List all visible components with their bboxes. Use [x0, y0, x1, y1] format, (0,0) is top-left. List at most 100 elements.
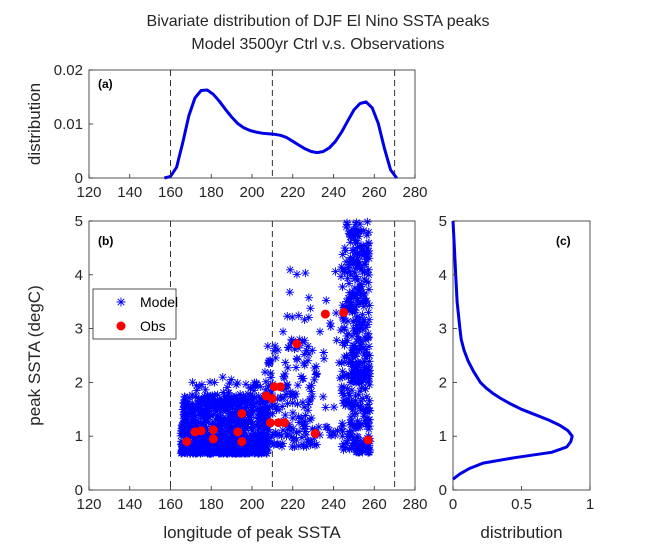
model-point-900: [231, 396, 241, 405]
model-point-818: [189, 409, 199, 419]
model-point-1267: [355, 339, 365, 349]
model-point-1371: [364, 441, 374, 451]
model-point-1299: [357, 321, 366, 330]
model-point-1066: [267, 432, 277, 442]
model-point-473: [216, 430, 226, 439]
model-point-1510: [363, 268, 372, 277]
panel-b-xtick-label-4: 200: [239, 496, 264, 513]
model-point-1313: [343, 274, 352, 283]
model-point-1304: [362, 230, 372, 240]
model-point-1415: [345, 445, 354, 454]
model-point-865: [240, 397, 249, 406]
model-point-1111: [288, 413, 297, 423]
model-point-879: [182, 446, 192, 455]
model-point-756: [214, 447, 223, 456]
model-point-1522: [346, 253, 355, 262]
model-point-1034: [280, 369, 290, 379]
model-point-938: [208, 391, 217, 400]
model-point-1232: [365, 396, 374, 405]
model-point-1120: [301, 430, 311, 440]
model-point-704: [255, 444, 264, 454]
obs-point-7: [237, 409, 247, 419]
panel-c-density: 0 0.5 1 0 1 2 3 4 5 (c) distribution: [439, 213, 595, 542]
model-point-1355: [364, 285, 374, 294]
model-point-1175: [286, 426, 296, 436]
panel-c-xtick-label-2: 1: [586, 496, 594, 513]
model-point-966: [266, 373, 276, 382]
panel-b-scatter: 120 140 160 180 200 220 240 260 280 0 1 2 3 4 5 (b) long…: [25, 213, 428, 542]
model-point-1505: [347, 292, 357, 301]
model-point-1141: [288, 398, 297, 408]
model-point-988: [298, 398, 308, 407]
model-point-1167: [285, 287, 294, 297]
model-point-1142: [285, 265, 295, 275]
model-point-1116: [308, 424, 317, 434]
model-point-883: [250, 432, 259, 441]
model-point-1617: [364, 342, 374, 351]
panel-c-ytick-label-3: 3: [439, 321, 447, 338]
model-point-859: [225, 446, 235, 456]
model-point-1395: [356, 226, 366, 236]
model-point-973: [261, 385, 270, 395]
model-point-1333: [348, 405, 357, 415]
model-point-1010: [301, 411, 310, 420]
model-point-1026: [300, 360, 309, 370]
panel-a-ytick-label-2: 0.02: [54, 62, 83, 79]
panel-a-axes-box: [88, 69, 416, 179]
legend-obs-label: Obs: [140, 318, 166, 334]
model-point-950: [217, 396, 226, 406]
model-point-1135: [314, 422, 323, 432]
model-point-1288: [339, 316, 349, 326]
obs-point-15: [292, 339, 302, 349]
model-point-715: [199, 442, 209, 452]
model-point-1544: [351, 219, 360, 229]
model-point-1586: [355, 262, 364, 272]
model-point-193: [196, 411, 206, 420]
model-point-1542: [361, 345, 371, 354]
model-point-1016: [285, 422, 294, 431]
model-point-1043: [273, 345, 283, 355]
model-point-1560: [350, 283, 360, 293]
obs-point-16: [310, 429, 320, 439]
model-point-1082: [304, 349, 314, 359]
model-point-1456: [352, 300, 361, 309]
model-point-1535: [361, 369, 370, 379]
panel-b-ytick-label-0: 0: [75, 482, 83, 499]
model-point-735: [176, 449, 186, 458]
model-point-1118: [274, 405, 284, 414]
model-point-1140: [305, 394, 315, 404]
panel-a-xtick-label-7: 260: [362, 184, 387, 201]
model-point-993: [279, 393, 288, 402]
model-point-1345: [338, 300, 347, 310]
model-point-1555: [351, 352, 361, 361]
model-point-958: [207, 396, 216, 405]
model-point-877: [230, 445, 239, 455]
model-point-599: [199, 434, 209, 443]
model-point-582: [197, 435, 207, 444]
model-point-829: [188, 423, 197, 432]
model-point-1619: [352, 312, 362, 321]
obs-point-0: [182, 437, 192, 447]
model-point-1091: [308, 346, 317, 355]
model-point-611: [235, 442, 244, 452]
panel-a-xtick-label-3: 180: [199, 184, 224, 201]
obs-point-18: [339, 307, 349, 317]
model-point-834: [214, 438, 223, 447]
model-point-1501: [351, 291, 361, 300]
model-point-955: [228, 398, 237, 407]
model-point-1347: [341, 246, 350, 255]
model-point-1229: [362, 392, 371, 401]
model-point-1610: [361, 255, 371, 264]
model-point-850: [200, 447, 210, 456]
obs-point-3: [208, 434, 218, 444]
model-point-1306: [348, 402, 358, 411]
model-point-1596: [357, 246, 367, 256]
model-point-1614: [346, 304, 355, 313]
model-point-947: [222, 395, 231, 404]
model-point-1618: [347, 371, 357, 381]
model-point-1562: [363, 243, 372, 253]
model-point-1007: [265, 439, 275, 448]
model-point-399: [186, 409, 195, 418]
model-point-386: [241, 401, 251, 411]
model-point-380: [220, 405, 230, 414]
